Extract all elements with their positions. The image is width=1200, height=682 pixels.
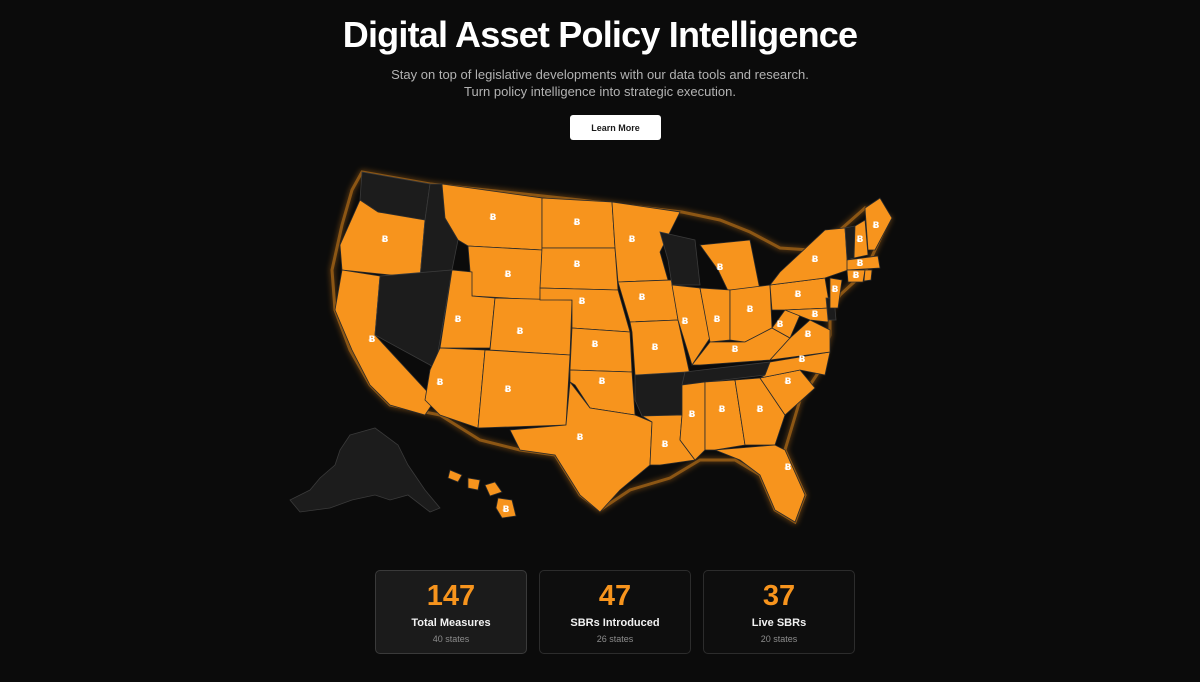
state-iowa[interactable]: [617, 279, 679, 323]
state-michigan[interactable]: [699, 239, 761, 296]
bitcoin-icon: Ƀ: [577, 433, 584, 443]
bitcoin-icon: Ƀ: [795, 290, 802, 300]
state-rhode-island[interactable]: [863, 269, 873, 282]
state-illinois[interactable]: [671, 284, 711, 366]
state-hawaii-island-2: [467, 477, 481, 491]
bitcoin-icon: Ƀ: [682, 317, 689, 327]
stat-label: Total Measures: [411, 617, 491, 629]
bitcoin-icon: Ƀ: [455, 315, 462, 325]
state-vermont[interactable]: [844, 225, 856, 261]
bitcoin-icon: Ƀ: [662, 440, 669, 450]
state-new-york[interactable]: [769, 227, 849, 286]
stat-sub: 20 states: [760, 634, 798, 644]
bitcoin-icon: Ƀ: [857, 259, 864, 269]
state-georgia[interactable]: [734, 377, 786, 446]
hero-subtitle-line-2: Turn policy intelligence into strategic …: [464, 84, 736, 99]
bitcoin-icon: Ƀ: [369, 335, 376, 345]
bitcoin-markers: Ƀ Ƀ Ƀ Ƀ Ƀ Ƀ Ƀ Ƀ Ƀ Ƀ Ƀ Ƀ Ƀ Ƀ Ƀ Ƀ Ƀ Ƀ Ƀ Ƀ: [369, 213, 880, 515]
state-hawaii-island-3: [484, 481, 503, 497]
bitcoin-icon: Ƀ: [857, 235, 864, 245]
state-hawaii-island-4: [495, 497, 517, 519]
bitcoin-icon: Ƀ: [832, 285, 839, 295]
state-alabama[interactable]: [704, 379, 746, 451]
bitcoin-icon: Ƀ: [747, 305, 754, 315]
bitcoin-icon: Ƀ: [785, 377, 792, 387]
state-texas[interactable]: [509, 380, 653, 513]
bitcoin-icon: Ƀ: [639, 293, 646, 303]
bitcoin-icon: Ƀ: [719, 405, 726, 415]
state-connecticut[interactable]: [846, 269, 866, 283]
bitcoin-icon: Ƀ: [574, 218, 581, 228]
hero-subtitle-line-1: Stay on top of legislative developments …: [391, 67, 809, 82]
stat-card-live-sbrs[interactable]: 37 Live SBRs 20 states: [703, 570, 855, 654]
bitcoin-icon: Ƀ: [382, 235, 389, 245]
stat-sub: 40 states: [432, 634, 470, 644]
bitcoin-icon: Ƀ: [853, 271, 860, 281]
bitcoin-icon: Ƀ: [732, 345, 739, 355]
stat-card-total-measures[interactable]: 147 Total Measures 40 states: [375, 570, 527, 654]
bitcoin-icon: Ƀ: [652, 343, 659, 353]
bitcoin-icon: Ƀ: [812, 310, 819, 320]
state-north-carolina[interactable]: [759, 351, 831, 379]
state-colorado[interactable]: [489, 297, 573, 356]
bitcoin-icon: Ƀ: [873, 221, 880, 231]
state-new-mexico[interactable]: [477, 349, 571, 429]
page-title: Digital Asset Policy Intelligence: [342, 14, 858, 55]
stats-row: 147 Total Measures 40 states 47 SBRs Int…: [375, 570, 856, 656]
state-massachusetts[interactable]: [846, 255, 881, 271]
bitcoin-icon: Ƀ: [579, 297, 586, 307]
stat-label: Live SBRs: [751, 617, 807, 629]
bitcoin-icon: Ƀ: [714, 315, 721, 325]
bitcoin-icon: Ƀ: [503, 505, 510, 515]
stat-value: 47: [598, 580, 632, 612]
state-new-hampshire[interactable]: [853, 219, 869, 259]
bitcoin-icon: Ƀ: [490, 213, 497, 223]
bitcoin-icon: Ƀ: [517, 327, 524, 337]
state-alaska[interactable]: [289, 427, 441, 513]
bitcoin-icon: Ƀ: [689, 410, 696, 420]
stat-label: SBRs Introduced: [570, 617, 660, 629]
bitcoin-icon: Ƀ: [629, 235, 636, 245]
stat-sub: 26 states: [596, 634, 634, 644]
state-virginia[interactable]: [768, 319, 831, 361]
bitcoin-icon: Ƀ: [574, 260, 581, 270]
bitcoin-icon: Ƀ: [812, 255, 819, 265]
bitcoin-icon: Ƀ: [717, 263, 724, 273]
state-arkansas[interactable]: [634, 371, 686, 417]
state-maine[interactable]: [864, 197, 893, 251]
bitcoin-icon: Ƀ: [505, 385, 512, 395]
state-wisconsin[interactable]: [659, 231, 701, 286]
bitcoin-icon: Ƀ: [805, 330, 812, 340]
us-states-map: Ƀ Ƀ Ƀ Ƀ Ƀ Ƀ Ƀ Ƀ Ƀ Ƀ Ƀ Ƀ Ƀ Ƀ Ƀ Ƀ Ƀ Ƀ Ƀ Ƀ: [280, 160, 900, 540]
bitcoin-icon: Ƀ: [757, 405, 764, 415]
state-florida[interactable]: [714, 444, 806, 523]
us-map-svg: Ƀ Ƀ Ƀ Ƀ Ƀ Ƀ Ƀ Ƀ Ƀ Ƀ Ƀ Ƀ Ƀ Ƀ Ƀ Ƀ Ƀ Ƀ Ƀ Ƀ: [289, 170, 893, 525]
state-hawaii[interactable]: [447, 469, 463, 483]
bitcoin-icon: Ƀ: [592, 340, 599, 350]
bitcoin-icon: Ƀ: [599, 377, 606, 387]
state-kansas[interactable]: [569, 327, 633, 373]
bitcoin-icon: Ƀ: [437, 378, 444, 388]
learn-more-button[interactable]: Learn More: [570, 115, 661, 140]
state-maryland[interactable]: [784, 307, 831, 323]
stat-value: 147: [426, 580, 476, 612]
bitcoin-icon: Ƀ: [785, 463, 792, 473]
bitcoin-icon: Ƀ: [505, 270, 512, 280]
stat-card-sbrs-introduced[interactable]: 47 SBRs Introduced 26 states: [539, 570, 691, 654]
bitcoin-icon: Ƀ: [799, 355, 806, 365]
hero-subtitle: Stay on top of legislative developments …: [0, 66, 1200, 100]
state-new-jersey[interactable]: [829, 277, 843, 309]
stat-value: 37: [762, 580, 796, 612]
bitcoin-icon: Ƀ: [777, 320, 784, 330]
